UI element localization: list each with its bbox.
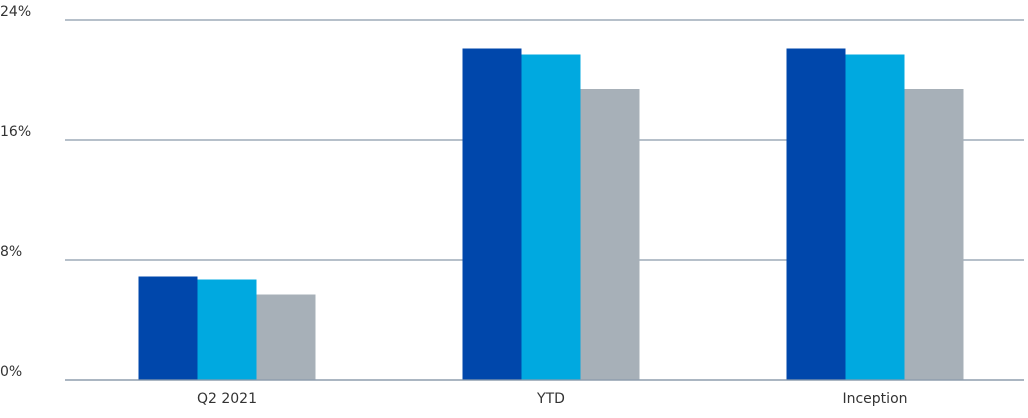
y-tick-label: 8% <box>0 244 22 260</box>
y-axis-ticks: 0% 8% 16% 24% <box>0 4 31 380</box>
bar-q2-2021-series-2 <box>197 279 257 380</box>
x-tick-label: Q2 2021 <box>197 391 257 407</box>
bar-inception-series-2 <box>845 54 905 380</box>
x-axis-ticks: Q2 2021 YTD Inception <box>197 391 908 407</box>
y-tick-label: 24% <box>0 4 31 20</box>
bar-ytd-series-3 <box>580 89 640 380</box>
bar-ytd-series-2 <box>521 54 581 380</box>
bars <box>65 48 1024 381</box>
x-tick-label: Inception <box>842 391 907 407</box>
y-tick-label: 0% <box>0 364 22 380</box>
bar-inception-series-1 <box>786 48 846 380</box>
bar-q2-2021-series-1 <box>138 276 198 380</box>
bar-inception-series-3 <box>904 89 964 380</box>
y-tick-label: 16% <box>0 124 31 140</box>
bar-ytd-series-1 <box>462 48 522 380</box>
x-tick-label: YTD <box>536 391 565 407</box>
bar-q2-2021-series-3 <box>256 294 316 380</box>
